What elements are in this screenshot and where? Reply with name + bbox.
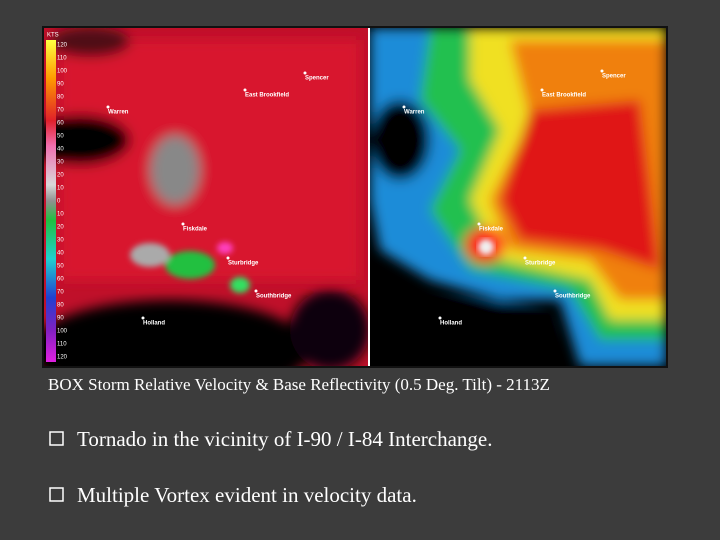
town-marker — [226, 256, 230, 260]
town-label: Sturbridge — [525, 261, 556, 267]
legend-label: 0 — [57, 199, 61, 205]
caption: BOX Storm Relative Velocity & Base Refle… — [48, 375, 550, 394]
bullet-text: Tornado in the vicinity of I-90 / I-84 I… — [77, 427, 492, 451]
velocity-image — [44, 28, 368, 366]
town-marker — [303, 71, 307, 75]
town-label: East Brookfield — [245, 93, 289, 99]
town-label: Holland — [143, 321, 165, 327]
legend-label: 10 — [57, 186, 64, 192]
town-label: Sturbridge — [228, 261, 259, 267]
legend-label: 70 — [57, 108, 64, 114]
legend-label: 30 — [57, 238, 64, 244]
town-label: Southbridge — [256, 294, 292, 300]
town-marker — [181, 222, 185, 226]
town-marker — [402, 105, 406, 109]
town-marker — [540, 88, 544, 92]
town-label: Spencer — [602, 74, 626, 80]
legend-label: 120 — [57, 43, 68, 49]
legend-label: 80 — [57, 95, 64, 101]
town-label: Warren — [108, 110, 129, 116]
legend-label: 60 — [57, 121, 64, 127]
town-marker — [141, 316, 145, 320]
town-label: Fiskdale — [479, 227, 504, 233]
town-label: East Brookfield — [542, 93, 586, 99]
bullet-icon — [49, 431, 64, 446]
legend-label: 30 — [57, 160, 64, 166]
legend-label: 20 — [57, 225, 64, 231]
legend-label: 100 — [57, 329, 68, 335]
legend-label: 110 — [57, 342, 67, 348]
town-marker — [106, 105, 110, 109]
town-label: Spencer — [305, 76, 329, 82]
legend-label: 90 — [57, 82, 64, 88]
town-label: Fiskdale — [183, 227, 208, 233]
legend-label: 50 — [57, 264, 64, 270]
legend-label: 60 — [57, 277, 64, 283]
legend-unit: KTS — [47, 33, 59, 39]
reflectivity-image — [370, 28, 666, 366]
legend-label: 100 — [57, 69, 68, 75]
legend-label: 50 — [57, 134, 64, 140]
legend-label: 90 — [57, 316, 64, 322]
legend-label: 40 — [57, 147, 64, 153]
bullet-icon — [49, 487, 64, 502]
town-marker — [438, 316, 442, 320]
legend-label: 10 — [57, 212, 64, 218]
legend-label: 120 — [57, 355, 68, 361]
town-marker — [477, 222, 481, 226]
town-marker — [523, 256, 527, 260]
legend-label: 80 — [57, 303, 64, 309]
town-marker — [553, 289, 557, 293]
legend-label: 40 — [57, 251, 64, 257]
town-label: Warren — [404, 110, 425, 116]
bullet-text: Multiple Vortex evident in velocity data… — [77, 483, 417, 507]
town-marker — [254, 289, 258, 293]
town-label: Holland — [440, 321, 462, 327]
town-label: Southbridge — [555, 294, 591, 300]
town-marker — [243, 88, 247, 92]
legend-label: 70 — [57, 290, 64, 296]
town-marker — [600, 69, 604, 73]
legend-label: 110 — [57, 56, 67, 62]
legend-label: 20 — [57, 173, 64, 179]
